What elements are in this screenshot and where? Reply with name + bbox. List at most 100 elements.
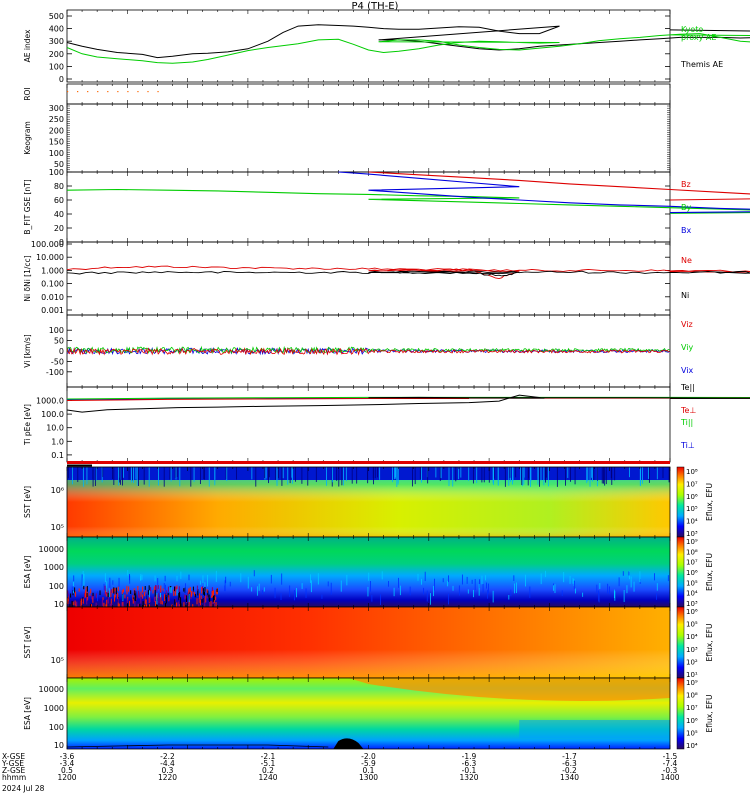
sst-ele-colorbar-tick: 10¹ bbox=[686, 671, 698, 679]
esa-ion-streak bbox=[204, 582, 206, 587]
esa-ion-streak bbox=[340, 580, 342, 592]
esa-ion-noise bbox=[189, 586, 191, 593]
esa-ion-noise bbox=[165, 590, 167, 595]
sst-ion-stripe bbox=[439, 467, 441, 481]
xaxis-value: 0.2 bbox=[262, 766, 274, 775]
sst-ion-stripe bbox=[394, 467, 395, 480]
esa-ion-noise bbox=[126, 585, 128, 592]
sst-ion-stripe bbox=[605, 467, 607, 485]
esa-ion-noise bbox=[137, 585, 139, 591]
esa-ion-streak bbox=[176, 589, 178, 596]
esa-ion-noise bbox=[161, 600, 163, 605]
bfield-ytick-label: 60 bbox=[54, 196, 64, 205]
esa-ion-streak bbox=[81, 574, 83, 587]
esa-ion-streak bbox=[424, 571, 426, 582]
esa-ion-noise bbox=[75, 602, 77, 607]
sst-ion-stripe bbox=[136, 467, 138, 486]
sst-ion-stripe bbox=[301, 467, 303, 484]
sst-ion-colorbar-tick: 10⁵ bbox=[686, 505, 698, 513]
esa-ion-noise bbox=[175, 586, 177, 592]
esa-ion-noise bbox=[147, 604, 149, 609]
esa-ion-streak bbox=[461, 574, 463, 585]
esa-ion-noise bbox=[179, 591, 181, 598]
esa-ion-noise bbox=[90, 604, 92, 609]
esa-ion-noise bbox=[115, 587, 117, 595]
esa-ele-colorbar-tick: 10⁸ bbox=[686, 692, 698, 700]
esa-ion-streak bbox=[466, 576, 468, 584]
xaxis-value: -2.2 bbox=[160, 752, 175, 761]
roi-point-9 bbox=[157, 91, 159, 93]
esa-ion-noise bbox=[155, 585, 157, 591]
density-legend-ne: Ne bbox=[681, 256, 692, 265]
esa-ion-colorbar-tick: 10³ bbox=[686, 600, 698, 608]
esa-ion-streak bbox=[210, 591, 212, 596]
esa-ele-ytick-label: 10000 bbox=[39, 685, 64, 694]
sst-ion-stripe bbox=[530, 467, 531, 487]
esa-ion-noise bbox=[180, 597, 182, 602]
bfield-ylabel: B_FIT GSE [nT] bbox=[23, 179, 32, 234]
sst-ion-stripe bbox=[208, 467, 210, 487]
esa-ion-noise bbox=[167, 592, 169, 598]
esa-ion-noise bbox=[212, 590, 214, 597]
sst-ion-stripe bbox=[440, 467, 442, 479]
esa-ion-noise bbox=[167, 586, 169, 592]
esa-ion-noise bbox=[70, 593, 72, 598]
sst-ion-stripe bbox=[332, 467, 333, 483]
esa-ion-streak bbox=[188, 574, 190, 581]
esa-ion-streak bbox=[163, 583, 165, 590]
esa-ion-noise bbox=[200, 599, 202, 606]
ae-series-0 bbox=[66, 24, 750, 59]
sst-ion-stripe bbox=[199, 467, 201, 485]
esa-ion-noise bbox=[171, 604, 173, 608]
sst-ion-stripe bbox=[497, 467, 499, 486]
esa-ion-noise bbox=[106, 599, 108, 607]
sst-ele-ylabel: SST [eV] bbox=[23, 626, 32, 658]
esa-ion-streak bbox=[149, 590, 150, 598]
sst-ion-stripe bbox=[593, 467, 595, 481]
sst-ion-stripe bbox=[540, 467, 542, 481]
esa-ele-colorbar-tick: 10⁷ bbox=[686, 704, 698, 712]
sst-ion-stripe bbox=[351, 467, 353, 484]
esa-ion-streak bbox=[554, 584, 556, 594]
esa-ion-streak bbox=[109, 577, 111, 590]
esa-ion-noise bbox=[209, 597, 211, 605]
density-ytick-label: 100.000 bbox=[31, 240, 64, 249]
temp-legend-tiperp: Ti⊥ bbox=[680, 441, 695, 450]
sst-ele-colorbar-tick: 10³ bbox=[686, 646, 698, 654]
esa-ion-noise bbox=[86, 596, 88, 600]
sst-ion-stripe bbox=[515, 467, 517, 478]
ae-ytick-label: 200 bbox=[49, 50, 64, 59]
density-ytick-label: 0.010 bbox=[41, 293, 64, 302]
sst-ion-stripe bbox=[133, 467, 134, 484]
ae-ylabel: AE index bbox=[23, 29, 32, 62]
esa-ion-noise bbox=[212, 596, 214, 602]
esa-ion-streak bbox=[458, 585, 460, 596]
sst-ion-stripe bbox=[662, 467, 664, 479]
esa-ion-noise bbox=[126, 589, 128, 595]
sst-ion-stripe bbox=[292, 467, 293, 484]
esa-ion-noise bbox=[215, 589, 217, 595]
sst-ion-stripe bbox=[656, 467, 658, 480]
esa-ion-streak bbox=[545, 570, 546, 578]
sst-ion-stripe bbox=[289, 467, 291, 484]
velocity-series-1 bbox=[66, 345, 670, 355]
esa-ion-streak bbox=[478, 583, 480, 596]
sst-ion-stripe bbox=[269, 467, 270, 478]
roi-point-5 bbox=[117, 91, 119, 93]
sst-ion-stripe bbox=[640, 467, 641, 486]
esa-ion-streak bbox=[160, 592, 161, 598]
keogram-ytick-label: 200 bbox=[49, 126, 64, 135]
density-ytick-label: 0.100 bbox=[41, 280, 64, 289]
esa-ele-colorbar bbox=[676, 677, 685, 750]
sst-ion-stripe bbox=[122, 467, 123, 486]
bfield-series-0 bbox=[368, 171, 750, 201]
esa-ion-noise bbox=[153, 596, 155, 602]
esa-ion-streak bbox=[623, 590, 625, 602]
esa-ion-streak bbox=[293, 590, 295, 601]
esa-ion-noise bbox=[160, 585, 162, 593]
esa-ion-streak bbox=[575, 588, 576, 594]
esa-ion-streak bbox=[82, 577, 84, 587]
sst-ion-stripe bbox=[135, 467, 137, 480]
esa-ion-streak bbox=[199, 580, 201, 585]
